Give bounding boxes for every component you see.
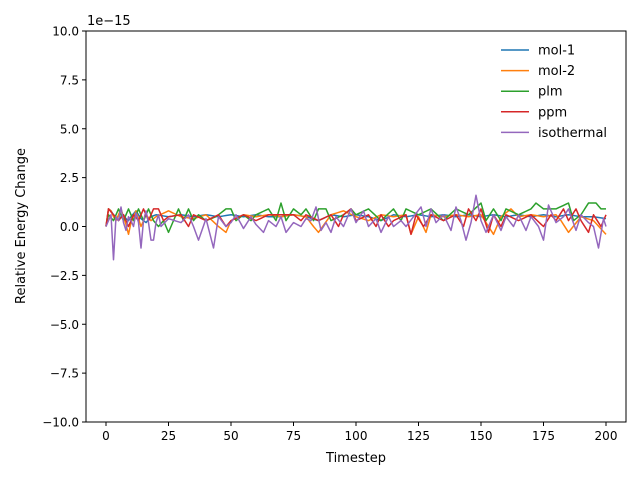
y-tick-label: 5.0 — [60, 122, 79, 136]
x-tick-label: 200 — [595, 429, 618, 443]
x-tick-label: 25 — [161, 429, 176, 443]
legend-label-plm: plm — [538, 85, 563, 100]
y-tick-label: −2.5 — [50, 269, 79, 283]
x-axis-ticks: 0 25 50 75 100 125 150 175 200 — [102, 422, 617, 443]
legend-label-isothermal: isothermal — [538, 126, 607, 141]
y-axis-ticks: −10.0 −7.5 −5.0 −2.5 0.0 2.5 5.0 7.5 10.0 — [42, 25, 86, 430]
x-tick-label: 150 — [470, 429, 493, 443]
x-tick-label: 75 — [286, 429, 301, 443]
x-tick-label: 0 — [102, 429, 110, 443]
y-tick-label: 10.0 — [52, 25, 79, 39]
x-tick-label: 100 — [345, 429, 368, 443]
y-tick-label: 7.5 — [60, 73, 79, 87]
y-axis-label: Relative Energy Change — [14, 148, 29, 304]
y-tick-label: −7.5 — [50, 367, 79, 381]
series-layer — [105, 194, 607, 261]
legend: mol-1 mol-2 plm ppm isothermal — [501, 44, 607, 141]
series-line-isothermal — [105, 194, 607, 261]
y-tick-label: −5.0 — [50, 318, 79, 332]
legend-label-mol-2: mol-2 — [538, 64, 575, 79]
x-tick-label: 175 — [532, 429, 555, 443]
x-tick-label: 50 — [223, 429, 238, 443]
series-line-plm — [105, 202, 606, 234]
legend-label-ppm: ppm — [538, 105, 567, 120]
legend-label-mol-1: mol-1 — [538, 44, 575, 59]
x-axis-label: Timestep — [325, 451, 386, 466]
y-offset-label: 1e−15 — [87, 14, 131, 29]
y-tick-label: 2.5 — [60, 171, 79, 185]
y-tick-label: −10.0 — [42, 416, 79, 430]
x-tick-label: 125 — [407, 429, 430, 443]
y-tick-label: 0.0 — [60, 220, 79, 234]
